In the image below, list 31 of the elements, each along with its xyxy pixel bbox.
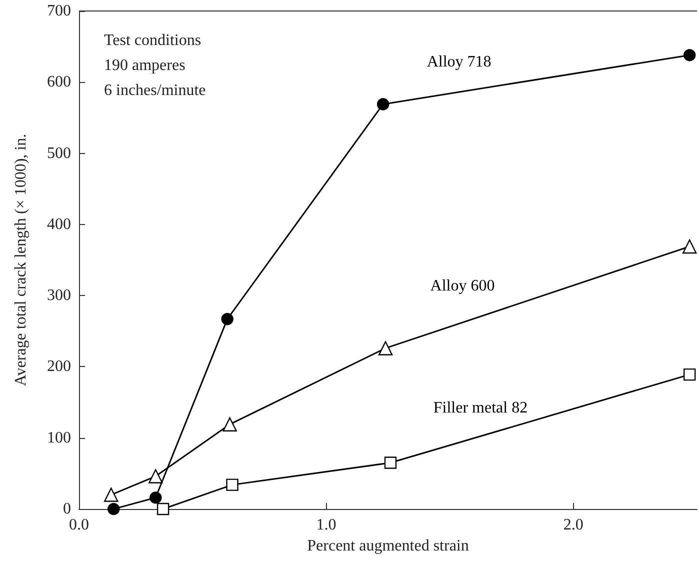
series-label: Alloy 600 [430,278,495,295]
y-tick-label: 600 [47,74,71,91]
point [221,312,234,326]
y-axis-title: Average total crack length (× 1000), in. [12,134,30,386]
y-tick-label: 300 [47,287,71,304]
x-tick-label: 1.0 [316,516,336,534]
y-tick-label: 200 [47,358,71,376]
point [683,368,696,381]
y-tick-label: 0 [63,500,71,518]
point [384,456,397,469]
point [108,502,120,516]
point [148,469,163,484]
x-tick-label: 2.0 [563,516,584,534]
point [156,502,170,516]
point [104,488,118,502]
point [222,417,237,432]
point [683,49,696,62]
point [150,492,162,504]
y-tick-label: 500 [47,144,71,162]
y-tick-label: 400 [47,216,71,233]
series-label: Filler metal 82 [433,399,528,416]
x-axis-title: Percent augmented strain [307,537,469,554]
annotation: Test conditions 190 amperes 6 inches/minute [104,32,206,99]
y-tick-label: 100 [47,429,71,446]
y-tick-label: 700 [47,2,71,20]
x-tick-label: 0.0 [69,516,89,534]
series-label: Alloy 718 [426,54,492,71]
point [378,341,393,356]
point [226,478,238,491]
point [376,98,390,110]
point [682,239,697,254]
